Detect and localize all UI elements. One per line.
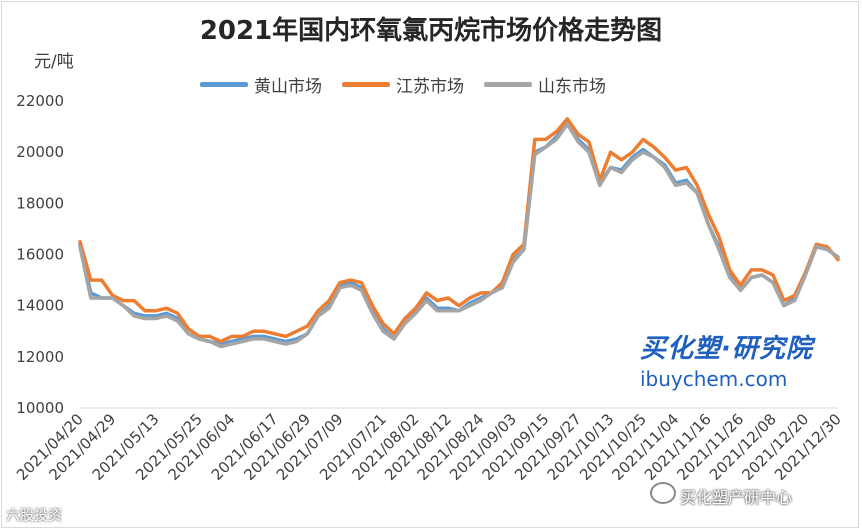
series-line-1 bbox=[78, 117, 840, 344]
y-tick-label: 16000 bbox=[16, 246, 64, 264]
legend: 黄山市场 江苏市场 山东市场 bbox=[200, 72, 606, 97]
legend-label-huangshan: 黄山市场 bbox=[254, 77, 322, 97]
legend-item-shandong: 山东市场 bbox=[484, 72, 606, 97]
brand-name: 买化塑·研究院 bbox=[640, 334, 813, 364]
y-axis-ticks: 10000 12000 14000 16000 18000 20000 22000 bbox=[16, 92, 64, 417]
legend-item-huangshan: 黄山市场 bbox=[200, 72, 322, 97]
y-tick-label: 22000 bbox=[16, 92, 64, 110]
legend-swatch-huangshan bbox=[200, 82, 248, 87]
legend-label-jiangsu: 江苏市场 bbox=[396, 77, 464, 97]
y-tick-label: 14000 bbox=[16, 297, 64, 315]
series-line-2 bbox=[78, 122, 840, 349]
legend-label-shandong: 山东市场 bbox=[538, 77, 606, 97]
y-axis-label: 元/吨 bbox=[34, 52, 74, 72]
y-tick-label: 12000 bbox=[16, 348, 64, 366]
source-label: 买化塑产研中心 bbox=[680, 488, 793, 507]
legend-swatch-shandong bbox=[484, 82, 532, 87]
y-tick-label: 20000 bbox=[16, 143, 64, 161]
x-axis-ticks: 2021/04/202021/04/292021/05/132021/05/25… bbox=[13, 410, 845, 484]
series-lines bbox=[78, 117, 840, 349]
wechat-icon bbox=[650, 482, 676, 504]
legend-item-jiangsu: 江苏市场 bbox=[342, 72, 464, 97]
watermark: 六股投资 bbox=[6, 508, 62, 524]
y-tick-label: 18000 bbox=[16, 194, 64, 212]
brand-logo: 买化塑·研究院 ibuychem.com bbox=[640, 328, 813, 391]
brand-url: ibuychem.com bbox=[640, 367, 788, 391]
y-tick-label: 10000 bbox=[16, 399, 64, 417]
legend-swatch-jiangsu bbox=[342, 82, 390, 87]
chart-title: 2021年国内环氧氯丙烷市场价格走势图 bbox=[199, 16, 663, 46]
